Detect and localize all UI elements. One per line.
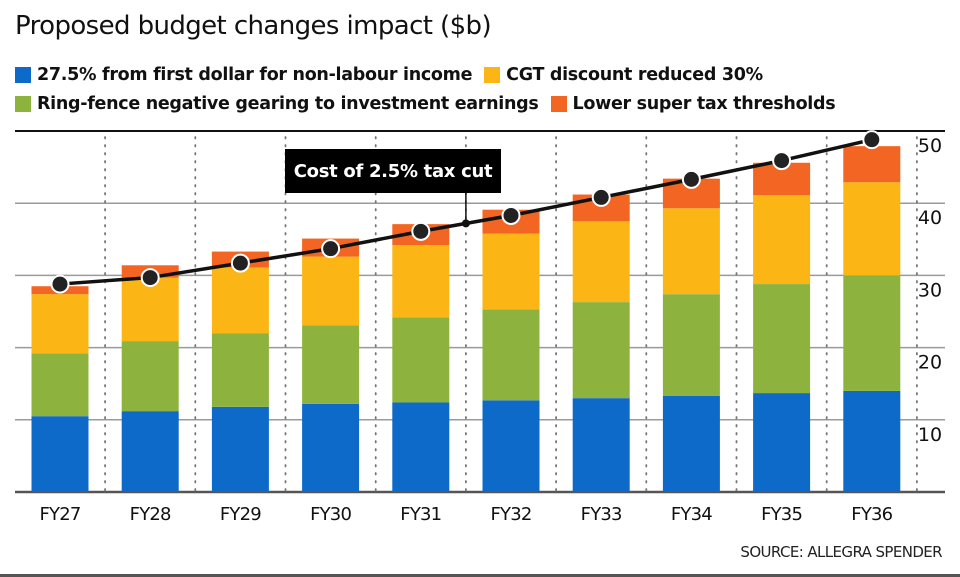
x-tick-label: FY31 (400, 504, 441, 525)
y-axis-ticks: 10 20 30 40 50 (918, 135, 942, 446)
legend-label: Lower super tax thresholds (572, 94, 836, 114)
legend-label: 27.5% from first dollar for non-labour i… (37, 65, 473, 85)
chart-title: Proposed budget changes impact ($b) (15, 11, 492, 41)
bar-FY36-series-0 (843, 390, 901, 492)
line-point-FY29 (230, 253, 250, 273)
bar-FY30-series-2 (302, 256, 360, 326)
legend-item-negative-gearing: Ring-fence negative gearing to investmen… (15, 94, 539, 114)
legend-label: CGT discount reduced 30% (506, 65, 763, 85)
bar-FY34-series-1 (662, 294, 720, 396)
line-point-FY33 (591, 187, 611, 207)
line-point-FY36 (862, 130, 882, 150)
bar-FY29-series-2 (211, 267, 269, 334)
bar-FY30-series-1 (302, 325, 360, 404)
y-tick-label: 40 (918, 207, 942, 229)
bar-FY33-series-2 (572, 221, 630, 303)
bar-FY27-series-1 (31, 353, 89, 417)
bar-FY31-series-0 (392, 402, 450, 492)
legend-swatch-orange (550, 96, 567, 112)
line-point-FY28 (140, 268, 160, 288)
x-tick-label: FY35 (761, 504, 802, 525)
x-tick-label: FY30 (310, 504, 351, 525)
legend-item-cgt-discount: CGT discount reduced 30% (484, 65, 763, 85)
x-tick-label: FY28 (130, 504, 171, 525)
x-tick-label: FY27 (39, 504, 80, 525)
line-point-FY30 (321, 239, 341, 259)
bar-FY32-series-1 (482, 309, 540, 401)
x-tick-label: FY34 (671, 504, 712, 525)
bar-FY33-series-1 (572, 302, 630, 399)
bar-FY35-series-2 (753, 195, 811, 285)
legend-item-super-tax: Lower super tax thresholds (550, 94, 836, 114)
bar-FY35-series-0 (753, 393, 811, 492)
legend-swatch-blue (15, 67, 31, 83)
y-tick-label: 20 (918, 352, 942, 374)
annotation-box (285, 149, 501, 193)
bottom-rule (0, 574, 960, 577)
bar-FY31-series-2 (392, 245, 450, 318)
bar-FY35-series-1 (753, 284, 811, 394)
annotation: Cost of 2.5% tax cut (285, 149, 501, 224)
line-point-FY31 (411, 221, 431, 241)
line-point-FY34 (681, 169, 701, 189)
bar-FY27-series-0 (31, 416, 89, 492)
category-separators (104, 136, 918, 493)
legend-swatch-yellow (484, 67, 501, 83)
bar-FY33-series-0 (572, 398, 630, 492)
y-tick-label: 50 (918, 135, 942, 157)
bar-FY30-series-0 (302, 403, 360, 492)
tax-cut-line (50, 130, 882, 294)
y-tick-label: 30 (918, 279, 942, 301)
bar-FY28-series-2 (121, 277, 179, 342)
bar-FY34-series-2 (662, 208, 720, 295)
annotation-anchor-dot (461, 219, 470, 228)
bar-FY28-series-1 (121, 341, 179, 412)
legend-row-1: 27.5% from first dollar for non-labour i… (15, 65, 775, 85)
source-credit: SOURCE: ALLEGRA SPENDER (740, 543, 942, 561)
bar-FY28-series-0 (121, 411, 179, 492)
legend-row-2: Ring-fence negative gearing to investmen… (15, 94, 847, 114)
y-tick-label: 10 (918, 424, 942, 446)
legend-label: Ring-fence negative gearing to investmen… (37, 94, 539, 114)
legend-swatch-green (15, 96, 31, 112)
bars (31, 146, 901, 492)
annotation-label: Cost of 2.5% tax cut (294, 161, 493, 182)
bar-FY29-series-1 (211, 333, 269, 407)
legend-item-non-labour-income: 27.5% from first dollar for non-labour i… (15, 65, 472, 85)
bar-FY36-series-1 (843, 275, 901, 391)
line-point-FY27 (50, 274, 70, 294)
bar-FY36-series-3 (843, 146, 901, 183)
x-tick-label: FY36 (851, 504, 892, 525)
x-axis-ticks: FY27 FY28 FY29 FY30 FY31 FY32 FY33 FY34 FY35 FY36 (39, 504, 893, 525)
line-point-FY35 (772, 151, 792, 171)
bar-FY29-series-0 (211, 406, 269, 492)
bar-FY32-series-2 (482, 233, 540, 310)
x-tick-label: FY29 (220, 504, 261, 525)
bar-FY34-series-0 (662, 395, 720, 492)
bar-FY31-series-1 (392, 317, 450, 403)
bar-FY32-series-0 (482, 400, 540, 492)
x-tick-label: FY32 (490, 504, 531, 525)
bar-FY27-series-2 (31, 294, 89, 354)
bar-FY36-series-2 (843, 182, 901, 276)
x-tick-label: FY33 (581, 504, 622, 525)
line-point-FY32 (501, 205, 521, 225)
